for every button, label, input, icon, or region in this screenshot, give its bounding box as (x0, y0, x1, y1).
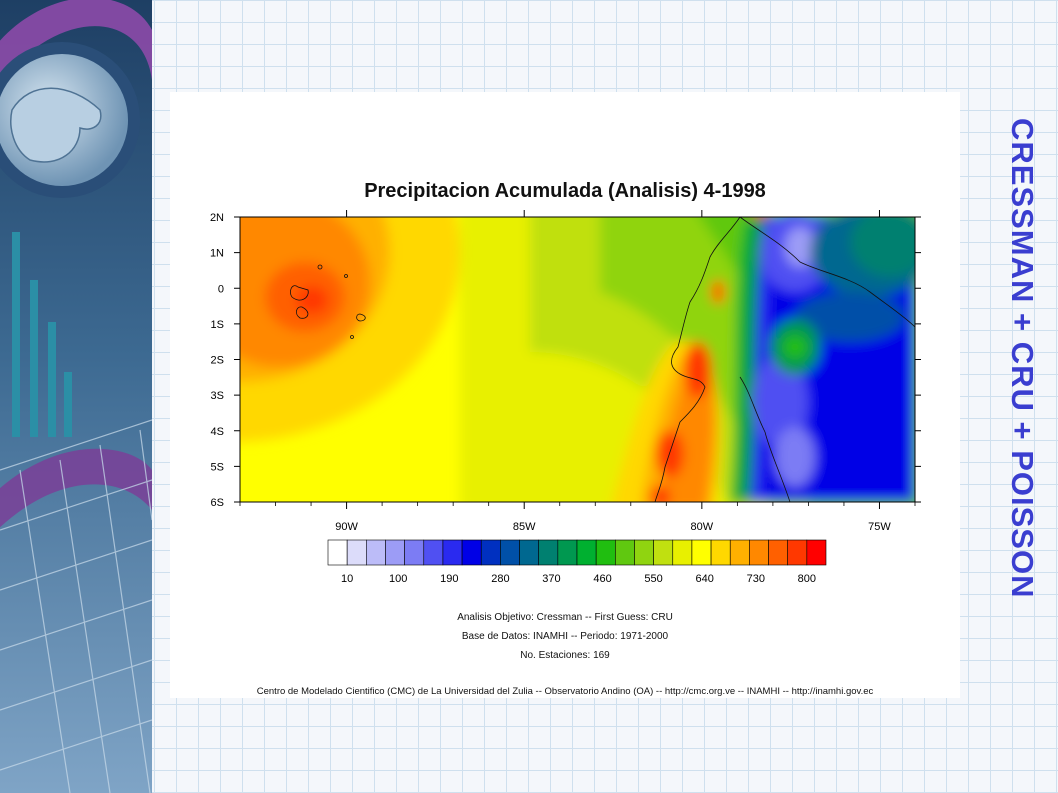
precipitation-map: 2N 1N 0 1S 2S 3S 4S 5S 6S 90W 85W 80W 75W 10 100 190 2… (210, 210, 921, 585)
lat-tick-label: 4S (211, 426, 224, 438)
lon-axis: 90W 85W 80W 75W (239, 210, 916, 533)
colorbar-swatch (653, 539, 674, 566)
precipitation-field (240, 217, 915, 502)
colorbar-label: 370 (542, 573, 560, 585)
colorbar-swatch (576, 539, 597, 566)
colorbar-swatch (806, 539, 827, 566)
coastline (290, 216, 916, 503)
keyboard-icon (0, 419, 152, 793)
footer-credits: Centro de Modelado Cientifico (CMC) de L… (256, 686, 874, 697)
colorbar-label: 730 (747, 573, 765, 585)
colorbar-swatch (710, 539, 731, 566)
colorbar-swatch (615, 539, 635, 566)
left-decoration-panel (0, 0, 152, 793)
colorbar-swatch (557, 539, 578, 566)
colorbar-swatch (500, 539, 520, 566)
colorbar-swatch (327, 539, 348, 566)
database-note: Base de Datos: INAMHI -- Periodo: 1971-2… (461, 631, 669, 642)
lat-tick-label: 6S (211, 497, 224, 509)
lat-tick-label: 1S (211, 319, 224, 331)
lat-tick-label: 1N (210, 248, 224, 260)
colorbar-label: 100 (389, 573, 407, 585)
lon-tick-label: 80W (691, 521, 714, 533)
colorbar-swatch (346, 539, 367, 566)
colorbar-swatch (634, 539, 654, 566)
lat-tick-label: 0 (218, 283, 224, 295)
colorbar-swatch (385, 539, 405, 566)
colorbar-swatch (672, 539, 693, 566)
stations-note: No. Estaciones: 169 (520, 650, 610, 661)
colorbar-swatch (519, 539, 539, 566)
colorbar-label: 280 (491, 573, 509, 585)
map-title: Precipitacion Acumulada (Analisis) 4-199… (364, 180, 766, 202)
hand-icon (0, 42, 140, 198)
lat-tick-label: 2N (210, 212, 224, 224)
colorbar-swatch (787, 539, 808, 566)
lon-tick-label: 90W (335, 521, 358, 533)
colorbar-label: 640 (696, 573, 714, 585)
lon-tick-label: 75W (868, 521, 891, 533)
colorbar-swatch (423, 539, 444, 566)
colorbar-swatch (729, 539, 750, 566)
colorbar-label: 550 (644, 573, 662, 585)
colorbar-swatch (595, 539, 616, 566)
lon-tick-label: 85W (513, 521, 536, 533)
precipitation-figure: 2N 1N 0 1S 2S 3S 4S 5S 6S 90W 85W 80W 75W 10 100 190 2… (170, 92, 960, 698)
left-panel-graphic (0, 0, 152, 793)
analysis-note: Analisis Objetivo: Cressman -- First Gue… (457, 612, 673, 623)
colorbar-swatch (538, 539, 559, 566)
colorbar-swatch (442, 539, 463, 566)
colorbar-label: 10 (341, 573, 353, 585)
bar-chart-icon (12, 232, 72, 437)
lat-axis: 2N 1N 0 1S 2S 3S 4S 5S 6S (210, 212, 921, 509)
colorbar-label: 800 (798, 573, 816, 585)
colorbar-swatch (404, 539, 425, 566)
lat-tick-label: 3S (211, 390, 224, 402)
lat-tick-label: 5S (211, 461, 224, 473)
lat-tick-label: 2S (211, 355, 224, 367)
slide-title: CRESSMAN + CRU + POISSON (1005, 118, 1040, 599)
colorbar-swatch (461, 539, 482, 566)
colorbar-label: 190 (440, 573, 458, 585)
colorbar-swatch (480, 539, 501, 566)
colorbar-swatch (366, 539, 386, 566)
colorbar: 10 100 190 280 370 460 550 640 730 800 (327, 539, 827, 585)
colorbar-swatch (691, 539, 712, 566)
colorbar-swatch (749, 539, 769, 566)
colorbar-label: 460 (593, 573, 611, 585)
colorbar-swatch (768, 539, 788, 566)
